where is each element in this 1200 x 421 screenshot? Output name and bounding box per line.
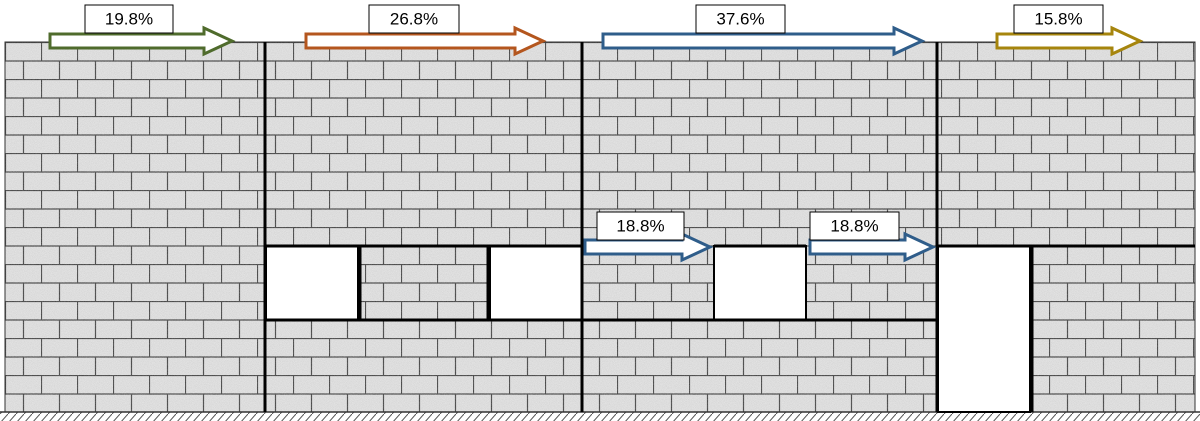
arrows: 19.8% 26.8% 37.6% 15.8% 18.8% 18.8% <box>48 4 1144 263</box>
label-box <box>368 4 460 34</box>
window <box>265 245 359 321</box>
window <box>713 245 807 321</box>
arrow <box>995 25 1144 57</box>
arrow-label: 26.8% <box>390 9 438 28</box>
arrow-label: 19.8% <box>105 9 153 28</box>
arrow-label: 15.8% <box>1034 9 1082 28</box>
window <box>489 245 583 321</box>
label-box <box>809 211 900 241</box>
label-box <box>695 4 786 34</box>
label-box <box>1013 4 1104 34</box>
arrow <box>48 25 236 57</box>
arrow <box>304 25 547 57</box>
arrow <box>601 25 926 57</box>
arrow-label: 18.8% <box>830 216 878 235</box>
arrow-label: 18.8% <box>616 216 664 235</box>
door <box>937 245 1031 413</box>
arrow-label: 37.6% <box>716 9 764 28</box>
ground-hatch <box>0 412 1200 421</box>
panel-lines <box>263 42 1195 412</box>
label-box <box>596 211 685 241</box>
label-box <box>84 4 174 34</box>
